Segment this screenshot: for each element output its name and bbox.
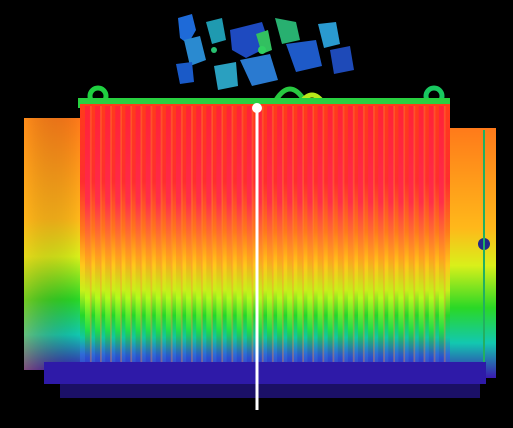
radiator-fin <box>398 106 404 380</box>
radiator-fin <box>95 106 101 380</box>
radiator-fin-gap <box>252 106 254 380</box>
radiator-fin-gap <box>282 106 284 380</box>
radiator-fin-gap <box>292 106 294 380</box>
radiator-fin-gap <box>262 106 264 380</box>
radiator-fin-gap <box>130 106 132 380</box>
radiator-fin <box>419 106 425 380</box>
radiator-fin <box>115 106 121 380</box>
tank-right-side <box>450 128 496 378</box>
radiator-fin <box>216 106 222 380</box>
radiator-fin <box>85 106 91 380</box>
radiator-fin-gap <box>151 106 153 380</box>
radiator-fin <box>136 106 142 380</box>
radiator-fin-gap <box>272 106 274 380</box>
radiator-fin-gap <box>434 106 436 380</box>
radiator-fin <box>388 106 394 380</box>
radiator-fin <box>206 106 212 380</box>
radiator-fin <box>156 106 162 380</box>
radiator-fin <box>247 106 253 380</box>
radiator-fin-gap <box>231 106 233 380</box>
radiator-fin <box>297 106 303 380</box>
measurement-probe-point <box>252 103 262 113</box>
radiator-fin <box>409 106 415 380</box>
radiator-fin-gap <box>90 106 92 380</box>
radiator-fin <box>358 106 364 380</box>
radiator-fin <box>237 106 243 380</box>
radiator-fin-gap <box>333 106 335 380</box>
radiator-fin-gap <box>403 106 405 380</box>
radiator-fin <box>186 106 192 380</box>
radiator-fin <box>307 106 313 380</box>
radiator-fin-gap <box>242 106 244 380</box>
radiator-fin-gap <box>444 106 446 380</box>
radiator-fin-gap <box>393 106 395 380</box>
radiator-fin <box>318 106 324 380</box>
radiator-fin-gap <box>221 106 223 380</box>
radiator-fin-gap <box>161 106 163 380</box>
radiator-fin <box>277 106 283 380</box>
radiator-fin <box>176 106 182 380</box>
radiator-fin-gap <box>373 106 375 380</box>
radiator-fin <box>328 106 334 380</box>
radiator-fin <box>227 106 233 380</box>
radiator-fin-gap <box>211 106 213 380</box>
radiator-fin-gap <box>424 106 426 380</box>
radiator-fin-gap <box>322 106 324 380</box>
radiator-fin-gap <box>100 106 102 380</box>
radiator-fin <box>146 106 152 380</box>
radiator-fin <box>378 106 384 380</box>
radiator-fin <box>196 106 202 380</box>
radiator-fin-gap <box>413 106 415 380</box>
radiator-fin-gap <box>191 106 193 380</box>
radiator-fin-gap <box>120 106 122 380</box>
radiator-fin-gap <box>353 106 355 380</box>
radiator-fin-gap <box>383 106 385 380</box>
radiator-fin-gap <box>312 106 314 380</box>
radiator-fin <box>105 106 111 380</box>
radiator-fin <box>287 106 293 380</box>
radiator-fin-gap <box>363 106 365 380</box>
radiator-fin-gap <box>201 106 203 380</box>
tank-base <box>44 362 486 384</box>
radiator-fin-gap <box>171 106 173 380</box>
radiator-fin-gap <box>181 106 183 380</box>
radiator-fin-gap <box>140 106 142 380</box>
radiator-fin <box>348 106 354 380</box>
radiator-fin <box>166 106 172 380</box>
radiator-fin-gap <box>110 106 112 380</box>
radiator-fin <box>267 106 273 380</box>
radiator-fin-gap <box>302 106 304 380</box>
radiator-fin <box>368 106 374 380</box>
radiator-fin <box>429 106 435 380</box>
radiator-fin <box>125 106 131 380</box>
radiator-fin <box>439 106 445 380</box>
radiator-fin <box>338 106 344 380</box>
radiator-fin-gap <box>343 106 345 380</box>
